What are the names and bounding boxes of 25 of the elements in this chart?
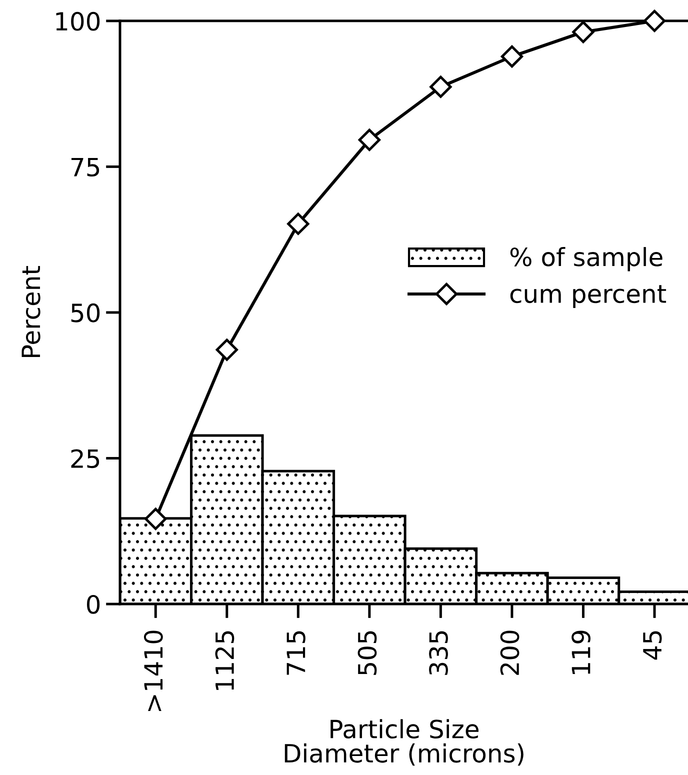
x-tick-label: 715 — [286, 631, 306, 675]
point — [500, 45, 524, 68]
x-tick-label: >1410 — [144, 630, 163, 711]
x-tick-label: 200 — [500, 630, 520, 675]
point — [358, 128, 380, 151]
x-tick-label: 119 — [572, 630, 590, 674]
x-tick-label: 335 — [429, 631, 448, 675]
y-tick-label: 0 — [86, 594, 100, 614]
x-tick-label: 1125 — [215, 631, 234, 690]
legend-label: cum percent — [510, 285, 666, 308]
y-tick-label: 75 — [71, 158, 100, 177]
y-tick-label: 100 — [56, 12, 100, 31]
x-tick-label: 505 — [358, 631, 377, 675]
point — [572, 20, 594, 44]
x-tick-label: 45 — [643, 631, 662, 660]
legend-label: % of sample — [510, 247, 662, 272]
y-tick-label: 50 — [71, 303, 100, 322]
x-axis-title: Particle Size Diameter (microns) — [284, 719, 524, 766]
point — [430, 76, 452, 98]
point — [144, 508, 167, 530]
point — [287, 212, 310, 235]
y-axis-title: Percent — [22, 266, 40, 358]
y-tick-label: 25 — [71, 449, 100, 468]
point — [643, 10, 666, 32]
point — [216, 338, 238, 361]
